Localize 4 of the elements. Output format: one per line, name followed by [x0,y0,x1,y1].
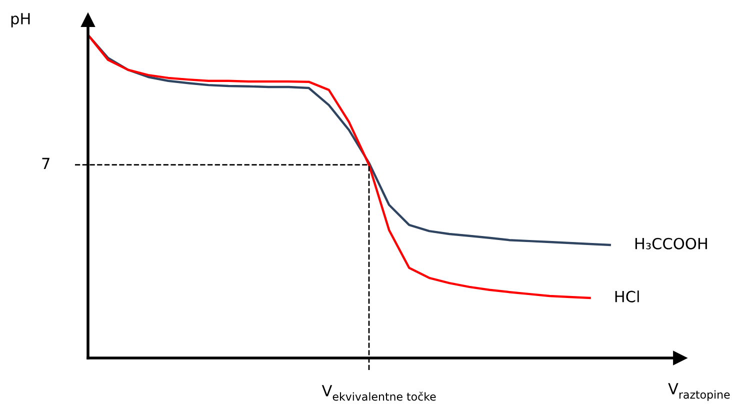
text: 7 [42,158,50,170]
series-label: HCl [615,290,639,302]
series-label: H₃CCOOH [635,238,707,250]
y-axis-title: pH [11,13,30,28]
